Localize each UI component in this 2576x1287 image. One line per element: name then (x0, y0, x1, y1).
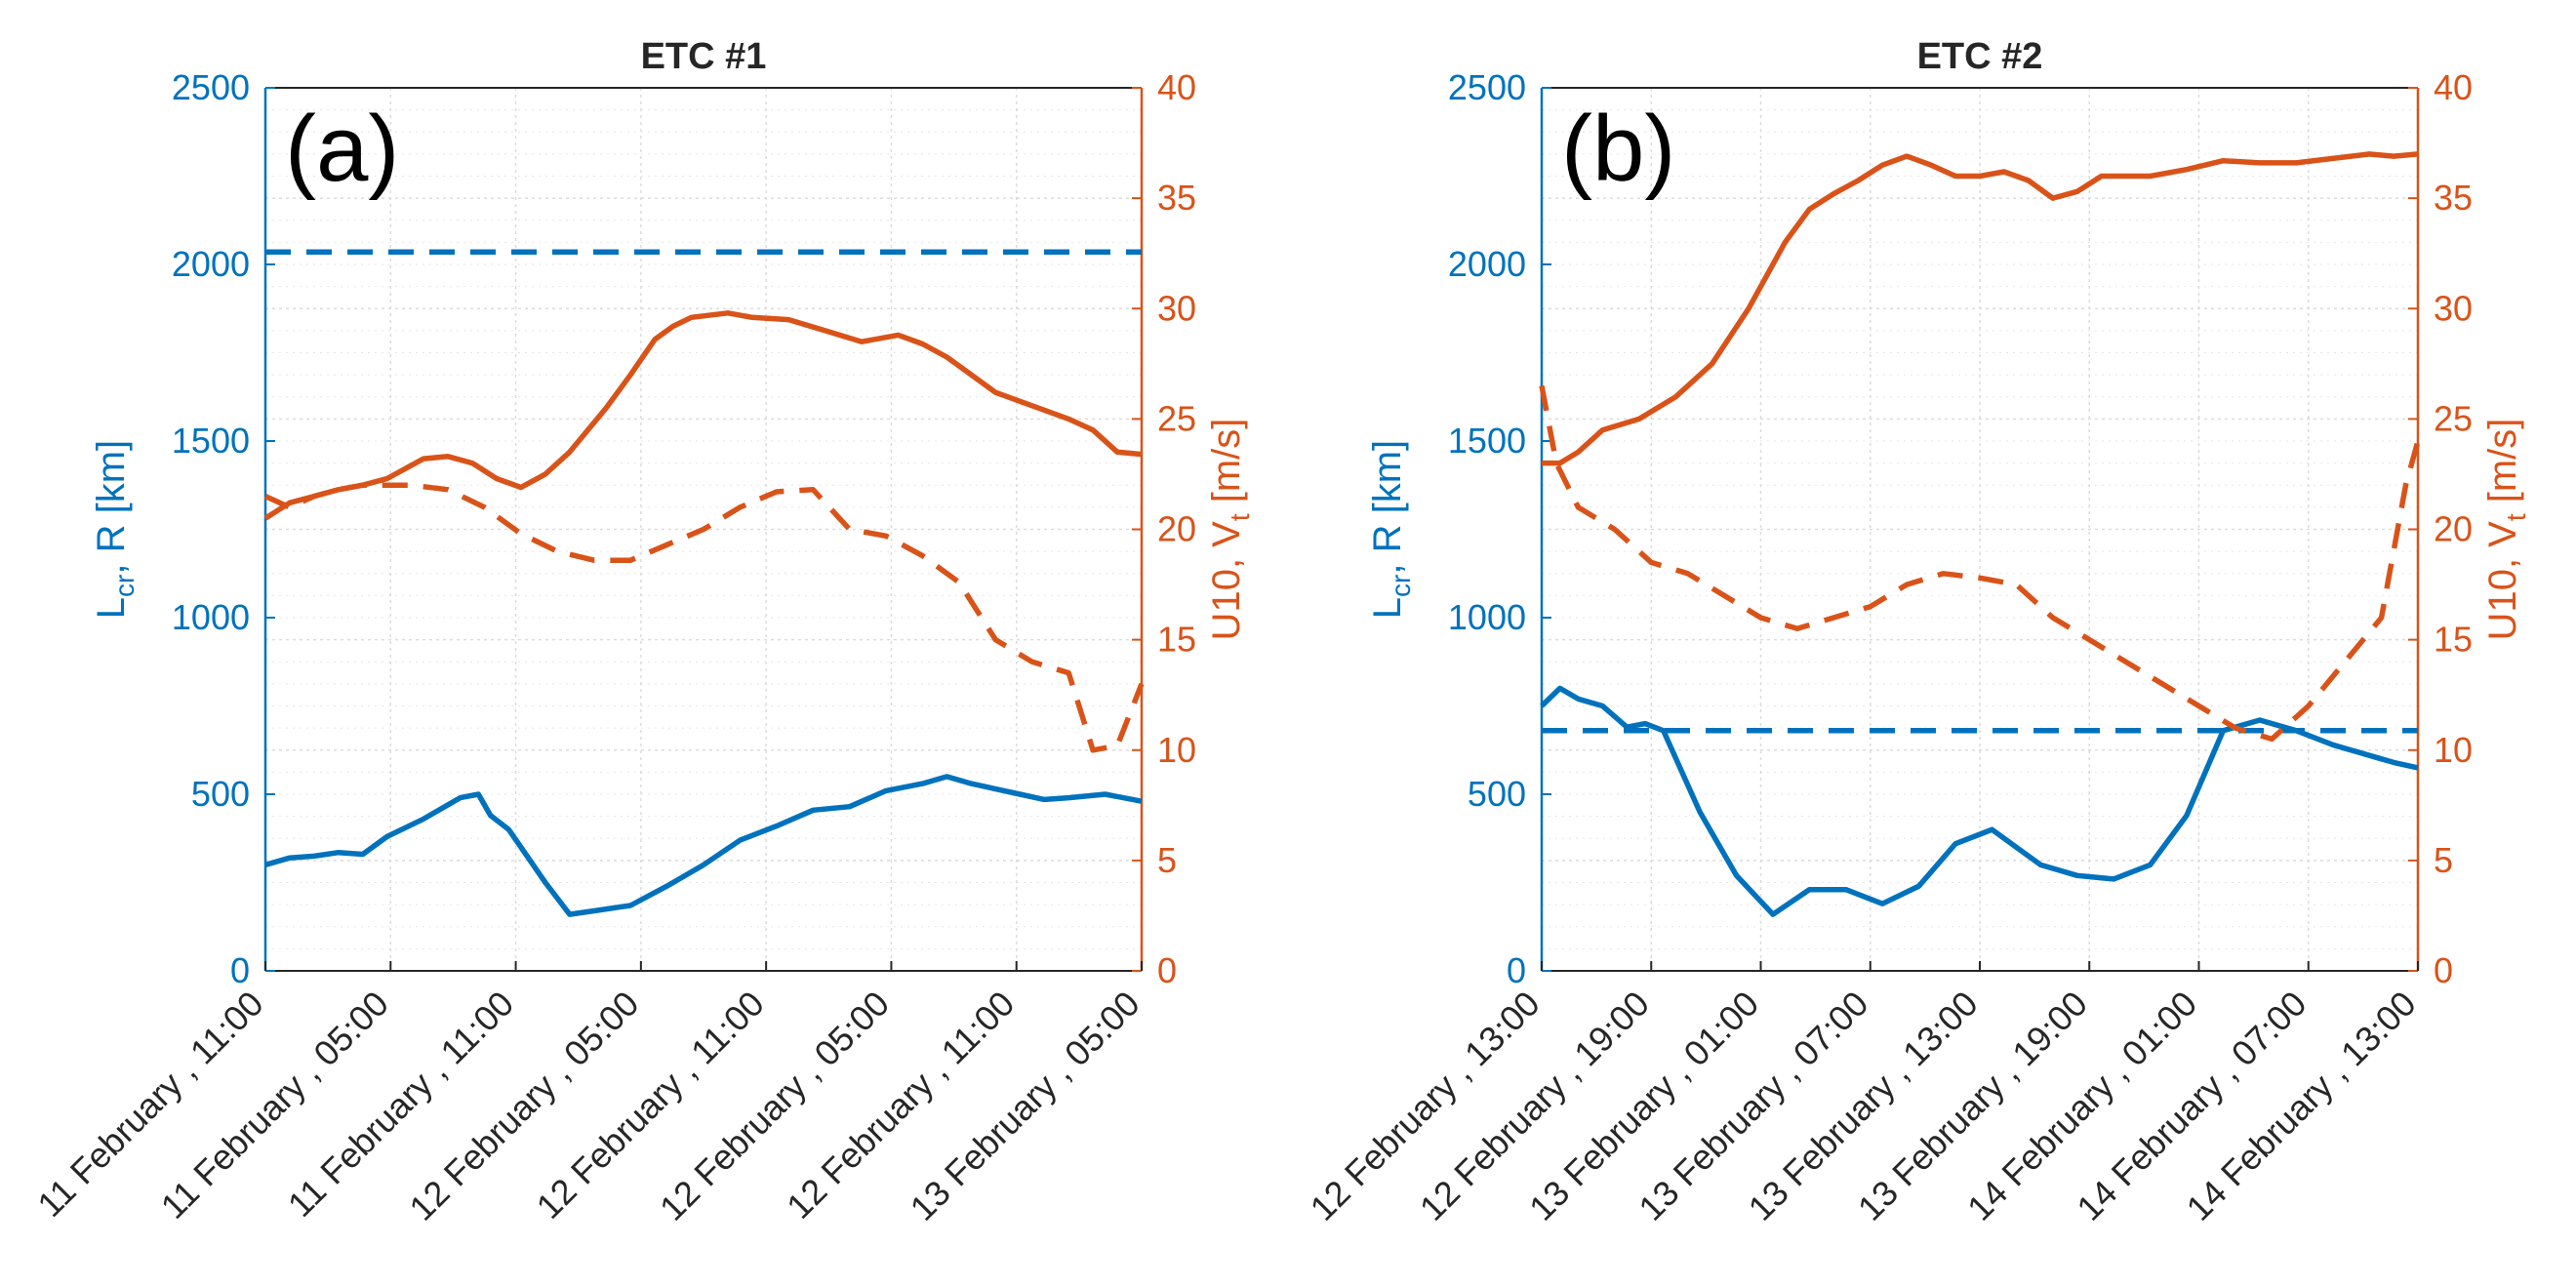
y-tick-label-right: 40 (2434, 67, 2473, 107)
panel-label: (a) (285, 97, 399, 201)
y-tick-label-left: 0 (230, 950, 250, 990)
y-tick-label-right: 20 (2434, 509, 2473, 549)
ylabel-part: t (2501, 513, 2531, 521)
y-tick-label-right: 30 (1157, 288, 1196, 328)
ylabel-part: cr (1386, 575, 1416, 597)
y-tick-label-left: 1500 (1448, 421, 1526, 461)
y-tick-label-left: 0 (1507, 950, 1526, 990)
x-tick-label: 11 February , 05:00 (153, 984, 396, 1227)
x-tick-label: 11 February , 11:00 (280, 984, 521, 1225)
y-tick-label-left: 2000 (1448, 244, 1526, 284)
y-tick-label-left: 1500 (172, 421, 250, 461)
ylabel-part: L (1366, 597, 1409, 619)
x-tick-label: 13 February , 05:00 (902, 984, 1147, 1228)
ylabel-part: , R [km] (90, 440, 133, 575)
y-tick-label-right: 10 (2434, 730, 2473, 770)
y-axis-label-right: U10, Vt [m/s] (1205, 419, 1255, 641)
y-axis-label-right: U10, Vt [m/s] (2481, 419, 2531, 641)
panel-etc1: 0 500 1000 1500 2000 2500 0 5 10 15 20 25 30 35 40 11 F… (29, 36, 1255, 1228)
x-tick-label: 12 February , 05:00 (401, 984, 646, 1228)
y-tick-label-right: 15 (2434, 620, 2473, 660)
chart-title: ETC #2 (1917, 36, 2043, 77)
y-tick-label-right: 0 (1157, 950, 1177, 990)
ylabel-part: U10, V (1205, 521, 1248, 641)
y-tick-label-left: 500 (1468, 774, 1526, 814)
series-line-vt-dashed (1539, 384, 2421, 743)
y-tick-label-left: 500 (191, 774, 250, 814)
y-tick-label-right: 5 (1157, 840, 1177, 880)
y-tick-label-right: 5 (2434, 840, 2453, 880)
ylabel-part: U10, V (2481, 521, 2524, 641)
y-tick-label-right: 35 (2434, 178, 2473, 218)
y-tick-label-right: 10 (1157, 730, 1196, 770)
y-tick-label-right: 15 (1157, 620, 1196, 660)
y-tick-label-left: 2000 (172, 244, 250, 284)
y-tick-label-right: 0 (2434, 950, 2453, 990)
y-tick-label-right: 20 (1157, 509, 1196, 549)
x-tick-label: 12 February , 11:00 (779, 984, 1022, 1227)
y-tick-label-left: 1000 (172, 597, 250, 637)
y-tick-label-right: 25 (2434, 398, 2473, 438)
x-tick-label: 11 February , 11:00 (29, 984, 270, 1225)
x-tick-label: 12 February , 11:00 (529, 984, 772, 1227)
series-line-r-solid (264, 774, 1143, 917)
y-tick-label-right: 30 (2434, 288, 2473, 328)
ylabel-part: L (90, 597, 133, 619)
y-axis-label-left: Lcr, R [km] (1366, 440, 1416, 619)
chart-title: ETC #1 (641, 36, 767, 77)
ylabel-part: [m/s] (1205, 419, 1248, 514)
x-tick-label: 12 February , 05:00 (652, 984, 897, 1228)
ylabel-part: [m/s] (2481, 419, 2524, 514)
y-axis-label-left: Lcr, R [km] (90, 440, 140, 619)
y-tick-label-right: 35 (1157, 178, 1196, 218)
y-tick-label-right: 25 (1157, 398, 1196, 438)
y-tick-label-left: 1000 (1448, 597, 1526, 637)
series-line-u10-solid (1542, 151, 2419, 466)
panel-label: (b) (1561, 97, 1675, 201)
ylabel-part: , R [km] (1366, 440, 1409, 575)
y-tick-label-left: 2500 (1448, 67, 1526, 107)
y-tick-label-right: 40 (1157, 67, 1196, 107)
series-line-u10-solid (263, 310, 1143, 521)
y-tick-label-left: 2500 (172, 67, 250, 107)
ylabel-part: t (1225, 513, 1255, 521)
ylabel-part: cr (109, 575, 140, 597)
